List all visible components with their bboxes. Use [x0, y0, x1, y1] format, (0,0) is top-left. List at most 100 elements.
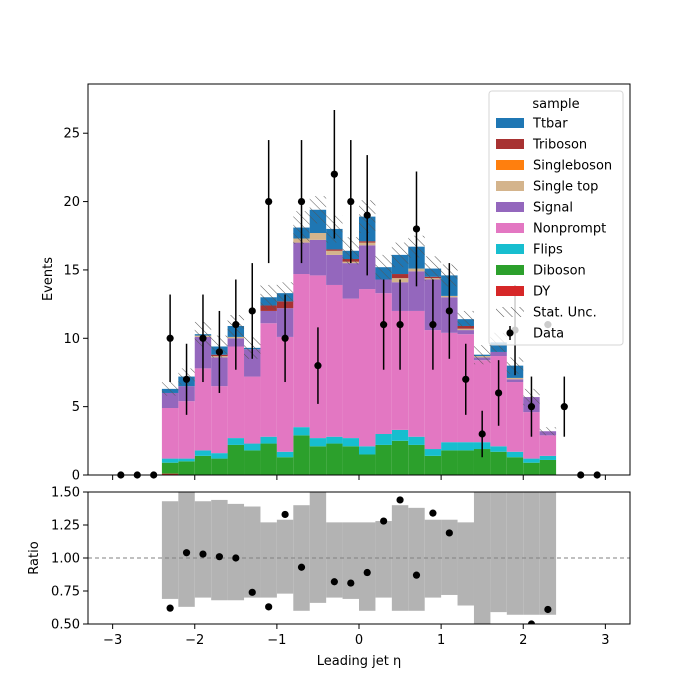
stat-unc-bin-19 [473, 345, 491, 365]
bar-signal-21 [506, 379, 524, 383]
svg-text:Stat. Unc.: Stat. Unc. [533, 306, 597, 321]
main-y-tick-label-2: 10 [63, 332, 80, 347]
legend-entry-signal: Signal [496, 201, 573, 216]
ratio-band-bin-18 [457, 522, 474, 606]
bar-nonprompt-4 [227, 346, 245, 439]
main-x-ticks [112, 475, 606, 480]
bar-diboson-4 [227, 444, 245, 475]
legend-entry-ttbar: Ttbar [496, 117, 568, 132]
ratio-point-13 [396, 496, 404, 504]
legend-entry-single-top: Single top [496, 180, 598, 195]
ratio-band-bin-0 [161, 501, 179, 599]
ratio-point-16 [445, 529, 453, 537]
data-point-18 [412, 225, 421, 233]
ratio-point-1 [182, 549, 191, 557]
bar-nonprompt-6 [260, 323, 277, 437]
main-y-tick-label-1: 5 [72, 400, 80, 415]
bar-signal-20 [490, 351, 507, 357]
bar-diboson-15 [408, 444, 425, 475]
bar-flips-1 [178, 458, 195, 462]
bar-diboson-16 [424, 455, 442, 475]
bar-diboson-3 [211, 458, 228, 475]
data-point-22 [478, 430, 486, 438]
bar-nonprompt-17 [441, 332, 458, 443]
svg-text:Triboson: Triboson [532, 138, 587, 153]
bar-signal-10 [326, 254, 343, 285]
bar-single-top-18 [457, 328, 474, 331]
data-point-4 [182, 375, 191, 383]
bar-nonprompt-12 [359, 289, 376, 447]
stat-unc-bin-13 [375, 254, 392, 280]
data-point-17 [396, 321, 404, 329]
ratio-point-6 [265, 603, 273, 611]
bar-flips-12 [359, 446, 376, 455]
ratio-point-4 [232, 554, 240, 562]
bar-diboson-0 [161, 462, 179, 474]
data-point-3 [166, 334, 174, 342]
bar-diboson-11 [342, 446, 359, 475]
ratio-x-tick-label-0: −3 [103, 633, 122, 648]
bar-diboson-13 [375, 444, 392, 475]
svg-text:Nonprompt: Nonprompt [533, 222, 606, 237]
bar-flips-3 [211, 453, 228, 459]
ratio-y-ticks: 0.50 0.75 1.00 1.25 1.50 [51, 486, 88, 633]
data-point-8 [248, 307, 256, 315]
bar-single-top-21 [506, 377, 524, 380]
bar-flips-11 [342, 438, 359, 447]
ratio-x-ticks: −3 −2 −1 0 1 2 3 [103, 624, 610, 648]
stat-unc-bin-0 [161, 382, 179, 396]
ratio-y-tick-label-0: 0.50 [51, 618, 80, 633]
bar-diboson-8 [293, 435, 310, 475]
ratio-band-bin-16 [424, 519, 442, 598]
ratio-band-bin-21 [506, 492, 524, 615]
bar-nonprompt-2 [194, 368, 212, 451]
ratio-x-tick-label-6: 3 [601, 633, 609, 648]
ratio-y-tick-label-2: 1.00 [51, 552, 80, 567]
data-point-12 [314, 362, 322, 370]
main-plot-panel: 0 5 10 15 20 25 Events sample Ttbar Triboson Si… [41, 83, 631, 484]
data-point-14 [347, 197, 355, 206]
ratio-band-bin-3 [211, 499, 228, 601]
main-y-ticks: 0 5 10 15 20 25 [63, 127, 88, 484]
ratio-point-17 [527, 620, 536, 624]
main-y-tick-label-4: 20 [63, 195, 80, 210]
ratio-band-bin-20 [490, 492, 507, 613]
ratio-point-12 [380, 517, 388, 525]
bar-diboson-21 [506, 457, 524, 475]
bar-triboson-14 [391, 274, 409, 279]
bar-diboson-20 [490, 451, 507, 475]
bar-flips-10 [326, 436, 343, 444]
ratio-unc-band [161, 492, 557, 624]
bar-flips-7 [276, 451, 294, 458]
ratio-point-7 [281, 510, 289, 519]
bar-nonprompt-19 [473, 360, 491, 443]
ratio-band-bin-11 [342, 522, 359, 599]
bar-single-top-9 [309, 233, 327, 240]
ratio-points [166, 496, 552, 624]
data-point-13 [330, 170, 338, 178]
bar-flips-5 [244, 443, 261, 451]
bar-nonprompt-11 [342, 298, 359, 439]
legend-title: sample [532, 97, 579, 112]
bar-signal-0 [161, 392, 179, 409]
svg-text:Flips: Flips [533, 243, 563, 258]
bar-nonprompt-15 [408, 310, 425, 437]
ratio-x-tick-label-3: 0 [355, 633, 363, 648]
ratio-band-bin-4 [227, 503, 245, 601]
ratio-point-5 [248, 588, 256, 596]
stat-unc-bin-18 [457, 310, 474, 328]
ratio-point-15 [429, 509, 437, 517]
bar-nonprompt-21 [506, 382, 524, 452]
bar-flips-22 [523, 458, 540, 463]
legend-entry-data: Data [506, 326, 564, 342]
ratio-band-bin-15 [408, 507, 425, 611]
ratio-band-bin-13 [375, 521, 392, 598]
ratio-band-bin-7 [276, 519, 294, 594]
ratio-band-bin-2 [194, 501, 212, 598]
ratio-band-bin-22 [523, 492, 540, 615]
bar-diboson-12 [359, 454, 376, 475]
bar-nonprompt-23 [539, 435, 557, 456]
stat-unc-bin-16 [424, 256, 442, 281]
data-point-20 [445, 307, 453, 315]
